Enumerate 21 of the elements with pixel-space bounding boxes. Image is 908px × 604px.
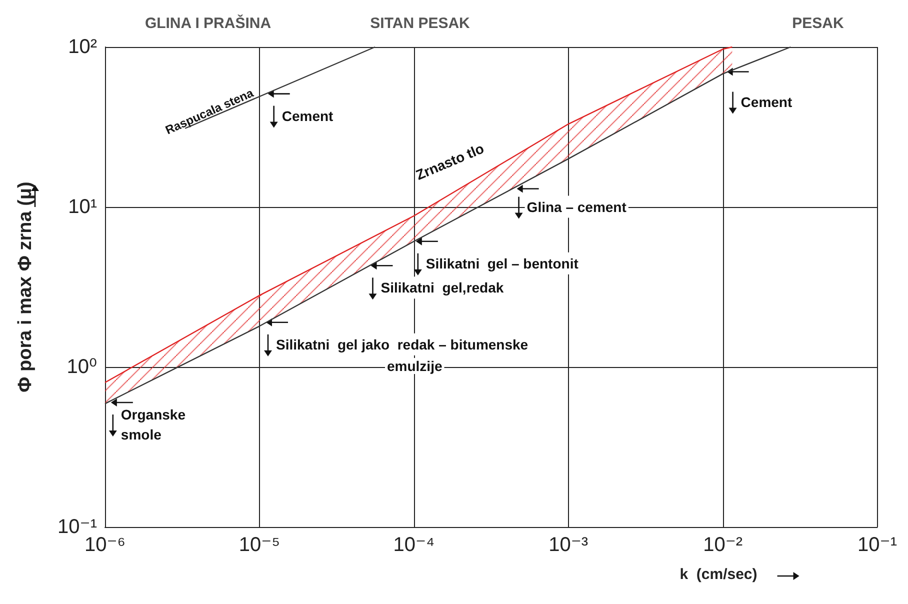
y-tick-label: 10¹ [68, 196, 98, 218]
x-tick-label: 10⁻² [703, 534, 743, 556]
annotation: Silikatni gel – bentonit [426, 255, 579, 272]
text: PESAK [792, 15, 844, 32]
x-axis-title: k (cm/sec) [680, 566, 758, 583]
annotation: Cement [282, 108, 334, 124]
annotation: emulzije [387, 358, 442, 374]
annotation: Cement [740, 94, 792, 110]
y-tick-label: 10⁰ [66, 356, 97, 378]
annotation: Silikatni gel,redak [380, 280, 504, 296]
x-tick-label: 10⁻¹ [858, 534, 898, 556]
y-axis-title: Φ pora i max Φ zrna (μ) [15, 182, 36, 392]
x-tick-label: 10⁻³ [548, 534, 588, 556]
text: SITAN PESAK [370, 15, 470, 32]
annotation: Organske smole [120, 406, 186, 442]
x-tick-label: 10⁻⁵ [238, 534, 280, 556]
text: GLINA I PRAŠINA [144, 14, 272, 32]
x-tick-label: 10⁻⁴ [393, 534, 435, 556]
y-tick-label: 10² [68, 36, 98, 58]
annotation: Glina – cement [526, 198, 627, 215]
annotation: Silikatni gel jako redak – bitumenske [276, 336, 528, 352]
